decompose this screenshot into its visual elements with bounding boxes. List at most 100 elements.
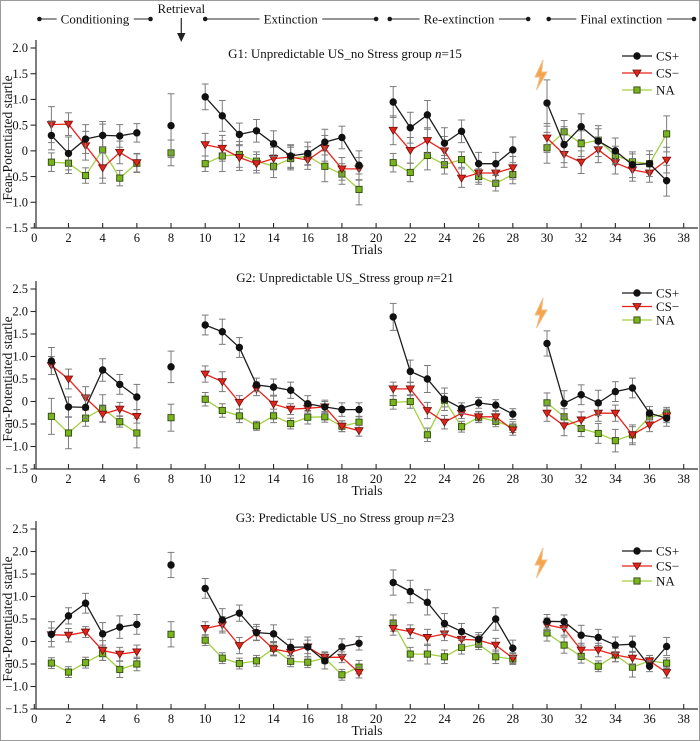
series-cs-minus: [46, 356, 672, 444]
y-tick-label: 0: [22, 144, 28, 158]
x-tick-label: 10: [199, 712, 212, 726]
legend-label: NA: [656, 82, 675, 97]
x-tick-label: 8: [168, 472, 174, 486]
y-tick-label: 0.5: [12, 118, 28, 132]
x-tick-label: 8: [168, 231, 174, 245]
y-axis: 2.5 2.0 1.5 1.0 0.5 0 −0.5 −1.0 −1.5: [5, 522, 36, 716]
y-tick-label: −0.5: [5, 417, 28, 431]
x-tick-label: 18: [336, 712, 349, 726]
x-tick-label: 34: [609, 231, 622, 245]
legend-label: CS+: [656, 48, 679, 63]
x-tick-label: 34: [609, 712, 622, 726]
x-tick-label: 18: [336, 231, 349, 245]
x-tick-label: 36: [643, 712, 656, 726]
x-tick-label: 12: [233, 472, 246, 486]
x-tick-label: 8: [168, 712, 174, 726]
y-tick-label: 1.5: [12, 67, 28, 81]
y-axis-title: Fear-Potentiated startle: [1, 316, 15, 441]
x-tick-label: 32: [575, 712, 588, 726]
legend: CS+CS−NA: [622, 285, 679, 327]
x-tick-label: 24: [438, 231, 451, 245]
legend-label: CS−: [656, 558, 679, 573]
x-tick-label: 28: [507, 231, 520, 245]
legend: CS+ CS− NA: [622, 48, 679, 97]
x-tick-label: 30: [541, 472, 554, 486]
x-tick-label: 6: [134, 472, 140, 486]
legend-label: CS+: [656, 543, 679, 558]
y-tick-label: −1.0: [5, 680, 28, 694]
y-tick-label: 1.0: [12, 93, 28, 107]
retrieval-arrowhead-icon: [177, 33, 186, 42]
x-tick-label: 38: [677, 712, 690, 726]
legend-label: NA: [656, 573, 675, 588]
x-axis: 0 2 4 6 8 10 12 14 16 18 20 22 24 26 28 30 32 34 36 38Trial…: [31, 464, 690, 498]
panel-title: G3: Predictable US_no Stress group n=23: [236, 510, 455, 525]
x-tick-label: 12: [233, 231, 246, 245]
x-tick-label: 26: [472, 231, 485, 245]
panel-g1: 2.01.51.00.50−0.5−1.0−1.50 2 4 6 8 10 12 14 16 18…: [1, 40, 698, 257]
axes: [35, 40, 698, 229]
x-tick-label: 26: [472, 712, 485, 726]
axes: [35, 281, 698, 470]
x-tick-label: 4: [100, 472, 107, 486]
x-axis: 0 2 4 6 8 10 12 14 16 18 20 22 24 26 28 30 32 34 36 38Trial…: [31, 704, 690, 738]
series-cs-plus: [47, 302, 671, 427]
y-tick-label: −1.0: [5, 440, 28, 454]
x-tick-label: 34: [609, 472, 622, 486]
x-tick-label: 36: [643, 472, 656, 486]
x-tick-label: 0: [31, 712, 37, 726]
x-tick-label: 16: [301, 472, 314, 486]
phase-label: Re-extinction: [424, 11, 495, 26]
y-tick-label: −0.5: [5, 657, 28, 671]
x-tick-label: 16: [301, 231, 314, 245]
y-axis-title: Fear-Potentiated startle: [1, 556, 15, 681]
x-tick-label: 2: [65, 712, 71, 726]
retrieval-label: Retrieval: [157, 1, 205, 16]
phase-arrow-re-extinction: Re-extinction: [387, 11, 531, 27]
x-tick-label: 28: [507, 712, 520, 726]
y-tick-label: 2.0: [12, 545, 28, 559]
x-axis-title: Trials: [351, 242, 382, 257]
y-tick-label: 1.0: [12, 350, 28, 364]
x-tick-label: 20: [370, 472, 383, 486]
y-tick-label: −1.5: [5, 221, 28, 235]
y-axis: 2.5 2.0 1.5 1.0 0.5 0 −0.5 −1.0 −1.5: [5, 282, 36, 476]
x-tick-label: 26: [472, 472, 485, 486]
x-tick-label: 20: [370, 712, 383, 726]
legend-label: CS−: [656, 65, 679, 80]
y-tick-label: 1.0: [12, 590, 28, 604]
y-tick-label: −1.5: [5, 702, 28, 716]
panel-g2: 2.52.01.51.00.50−0.5−1.0−1.50 2 4 6 8 10 12 14 1…: [1, 270, 698, 498]
legend-label: NA: [656, 312, 675, 327]
lightning-bolt-icon: [534, 59, 548, 91]
x-tick-label: 14: [267, 472, 280, 486]
y-tick-label: 0: [22, 395, 28, 409]
y-axis: 2.0 1.5 1.0 0.5 0 −0.5 −1.0 −1.5: [5, 41, 36, 235]
y-tick-label: 0.5: [12, 372, 28, 386]
x-tick-label: 30: [541, 712, 554, 726]
y-tick-label: 0: [22, 635, 28, 649]
panel-title: G2: Unpredictable US_Stress group n=21: [236, 270, 453, 285]
x-tick-label: 14: [267, 712, 280, 726]
x-tick-label: 14: [267, 231, 280, 245]
phase-label: Final extinction: [580, 11, 662, 26]
phase-arrow-final-extinction: Final extinction: [546, 11, 697, 27]
x-tick-label: 20: [370, 231, 383, 245]
lightning-bolt-icon: [534, 297, 548, 329]
x-tick-label: 38: [677, 472, 690, 486]
x-tick-label: 22: [404, 472, 417, 486]
axes: [35, 521, 698, 710]
y-tick-label: 2.5: [12, 282, 28, 296]
legend: CS+CS−NA: [622, 543, 679, 588]
y-axis-title: Fear-Potentiated startle: [1, 75, 15, 200]
x-tick-label: 24: [438, 472, 451, 486]
y-tick-label: 2.5: [12, 522, 28, 536]
phase-label: Conditioning: [61, 11, 130, 26]
x-axis-title: Trials: [351, 723, 382, 738]
x-tick-label: 32: [575, 231, 588, 245]
x-tick-label: 2: [65, 472, 71, 486]
x-tick-label: 38: [677, 231, 690, 245]
x-tick-label: 10: [199, 472, 212, 486]
